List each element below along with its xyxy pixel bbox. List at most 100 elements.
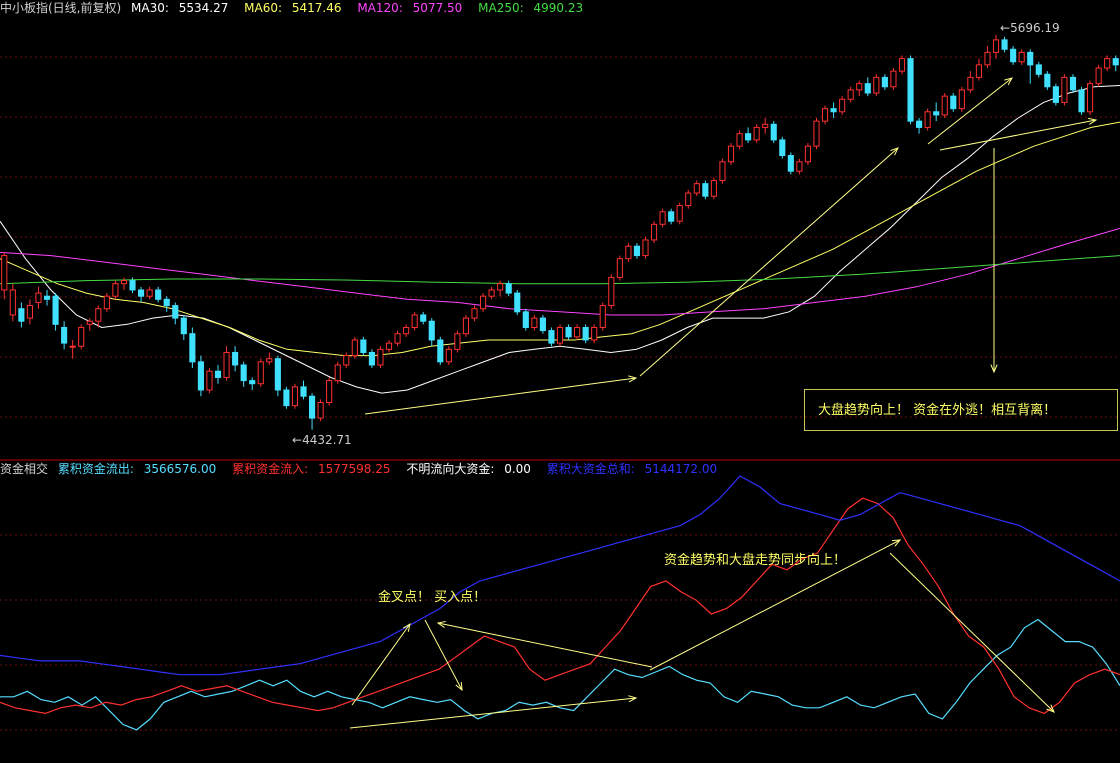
arrow-shaft — [349, 697, 637, 729]
candle-body — [317, 401, 324, 419]
arrow-shaft — [639, 147, 899, 377]
candles[interactable] — [1, 34, 1119, 430]
candle-body — [659, 211, 666, 225]
candle-body — [360, 339, 367, 353]
candle — [189, 327, 196, 369]
candle — [539, 314, 546, 334]
arrow-shaft — [927, 77, 1013, 145]
lower-grid — [0, 534, 1120, 731]
candle-body — [539, 317, 546, 332]
candle — [180, 314, 187, 340]
candle — [35, 286, 42, 309]
candle-body — [719, 161, 726, 182]
candle-body — [334, 364, 341, 382]
candle-body — [975, 64, 982, 78]
arrow-fund-rise-1 — [349, 695, 638, 729]
candle-body — [796, 161, 803, 172]
candle-body — [514, 292, 521, 313]
candle-body — [462, 317, 470, 335]
trend-arrows-upper — [364, 77, 1098, 415]
arrow-golden-cross-1 — [351, 622, 411, 706]
candle — [1001, 36, 1008, 53]
candle-body — [377, 348, 384, 366]
candle-body — [907, 58, 914, 122]
candle — [43, 289, 51, 306]
candle — [291, 383, 299, 409]
arrow-fund-rise-2 — [649, 539, 902, 671]
candle — [403, 324, 410, 337]
candle-body — [351, 339, 358, 357]
golden-cross-note: 金叉点！ 买入点！ — [378, 590, 487, 605]
candle-body — [804, 145, 812, 163]
candle — [69, 339, 76, 359]
candle — [796, 158, 803, 175]
candle-body — [821, 108, 829, 122]
candle — [702, 180, 709, 200]
candle-body — [984, 51, 991, 66]
candle-body — [633, 245, 641, 257]
arrow-head — [455, 681, 463, 692]
candle-body — [95, 308, 102, 322]
candle — [864, 77, 871, 97]
candle-body — [693, 183, 700, 194]
ma-line-ma60 — [0, 121, 1120, 357]
candle — [616, 255, 623, 281]
candle-body — [411, 314, 418, 328]
arrow-golden-cross-3 — [436, 620, 653, 668]
candle-body — [967, 76, 974, 91]
candle — [505, 280, 512, 297]
candle — [283, 386, 290, 409]
candle — [138, 286, 145, 303]
candle-body — [206, 370, 213, 391]
low-price-label: ←4432.71 — [292, 433, 352, 447]
divergence-note: 大盘趋势向上！ 资金在外逃！相互背离！ — [804, 389, 1118, 431]
candle-body — [385, 342, 393, 350]
candle — [847, 86, 854, 103]
fund-line-1 — [0, 497, 1120, 715]
candle-body — [1112, 58, 1119, 66]
candle — [642, 236, 649, 259]
candle-body — [591, 326, 598, 341]
arrow-head — [890, 147, 899, 156]
candle-body — [745, 133, 752, 141]
lower-header: 资金相交 累积资金流出: 3566576.00 累积资金流入: 1577598.… — [0, 461, 729, 477]
candle — [599, 302, 606, 331]
candle — [394, 330, 401, 347]
candle — [317, 399, 324, 422]
candle-body — [61, 326, 68, 344]
candle-body — [1095, 67, 1102, 85]
candle — [1112, 55, 1119, 72]
candle — [146, 286, 153, 300]
candle-body — [428, 320, 435, 341]
candle-body — [770, 123, 777, 141]
candle-body — [300, 386, 307, 397]
candle — [257, 358, 264, 387]
candle-body — [479, 295, 487, 310]
candle — [907, 55, 914, 125]
candle — [992, 34, 1000, 59]
candle-body — [326, 380, 333, 403]
candle — [898, 55, 906, 75]
candle — [1061, 74, 1068, 106]
candle-body — [1087, 83, 1094, 113]
total-readout: 累积大资金总和: 5144172.00 — [546, 462, 718, 476]
arrow-head — [402, 622, 411, 632]
upper-header: 中小板指(日线,前复权) MA30: 5534.27 MA60: 5417.46… — [0, 0, 595, 16]
candle-body — [736, 133, 743, 147]
sync-note: 资金趋势和大盘走势同步向上！ — [664, 553, 847, 568]
candle-body — [291, 386, 299, 407]
candle — [1018, 49, 1025, 65]
candle-body — [9, 289, 16, 316]
inflow-readout: 累积资金流入: 1577598.25 — [232, 462, 391, 476]
candle — [1010, 46, 1017, 65]
arrow-price-rise-1 — [364, 375, 638, 415]
unknown-readout: 不明流向大资金: 0.00 — [406, 462, 531, 476]
candle — [18, 302, 25, 328]
candle — [385, 339, 393, 353]
candle — [727, 143, 735, 165]
candle — [608, 274, 615, 309]
candle — [163, 296, 170, 312]
candle-body — [266, 358, 273, 363]
candle-body — [249, 380, 256, 385]
